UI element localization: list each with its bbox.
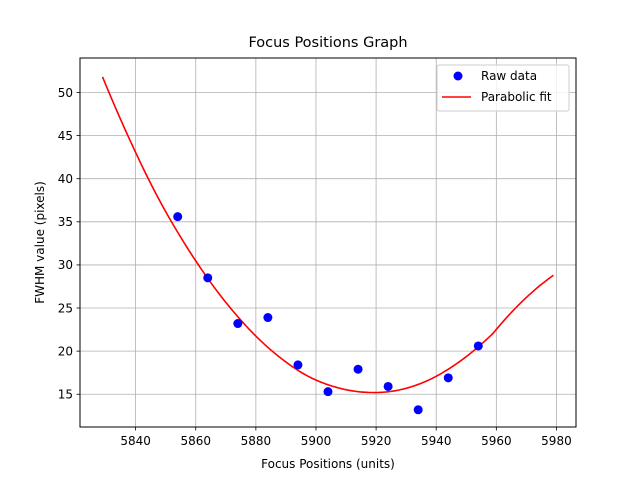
tick-layer: 5840 5860 5880 5900 5920 5940 5960 5980 15 20 25 30… xyxy=(58,86,572,448)
x-tick-label: 5840 xyxy=(120,434,151,448)
plot-frame xyxy=(79,57,577,428)
data-point-raw xyxy=(353,364,363,374)
series-layer xyxy=(101,76,554,415)
x-tick-label: 5980 xyxy=(541,434,572,448)
y-tick-label: 40 xyxy=(58,172,73,186)
x-tick-label: 5900 xyxy=(301,434,332,448)
data-point-raw xyxy=(233,319,243,329)
x-tick-label: 5960 xyxy=(481,434,512,448)
data-point-raw xyxy=(473,341,483,351)
x-tick-label: 5940 xyxy=(421,434,452,448)
chart-title: Focus Positions Graph xyxy=(248,35,408,51)
data-point-raw xyxy=(293,360,303,370)
legend: Raw data Parabolic fit xyxy=(436,64,570,112)
data-point-raw xyxy=(263,313,273,323)
y-tick-label: 45 xyxy=(58,129,73,143)
y-tick-label: 15 xyxy=(58,388,73,402)
data-point-raw xyxy=(443,373,453,383)
x-tick-label: 5860 xyxy=(180,434,211,448)
data-point-raw xyxy=(413,405,423,415)
y-axis-label: FWHM value (pixels) xyxy=(33,181,47,304)
x-tick-label: 5920 xyxy=(361,434,392,448)
y-tick-label: 25 xyxy=(58,301,73,315)
data-point-raw xyxy=(173,212,183,222)
data-point-raw xyxy=(383,381,393,391)
grid-layer xyxy=(80,58,576,427)
y-tick-label: 35 xyxy=(58,215,73,229)
x-tick-label: 5880 xyxy=(241,434,272,448)
x-axis-label: Focus Positions (units) xyxy=(261,457,395,471)
legend-box xyxy=(436,64,570,112)
series-line-parabolic-fit xyxy=(101,76,554,394)
y-tick-label: 50 xyxy=(58,86,73,100)
data-point-raw xyxy=(203,273,213,283)
data-point-raw xyxy=(323,387,333,397)
y-tick-label: 30 xyxy=(58,258,73,272)
legend-marker-raw-data xyxy=(453,71,463,81)
legend-label-raw-data: Raw data xyxy=(481,69,537,83)
legend-label-parabolic-fit: Parabolic fit xyxy=(481,90,552,104)
y-tick-label: 20 xyxy=(58,344,73,358)
